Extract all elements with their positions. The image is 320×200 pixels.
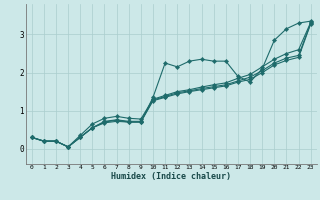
- X-axis label: Humidex (Indice chaleur): Humidex (Indice chaleur): [111, 172, 231, 181]
